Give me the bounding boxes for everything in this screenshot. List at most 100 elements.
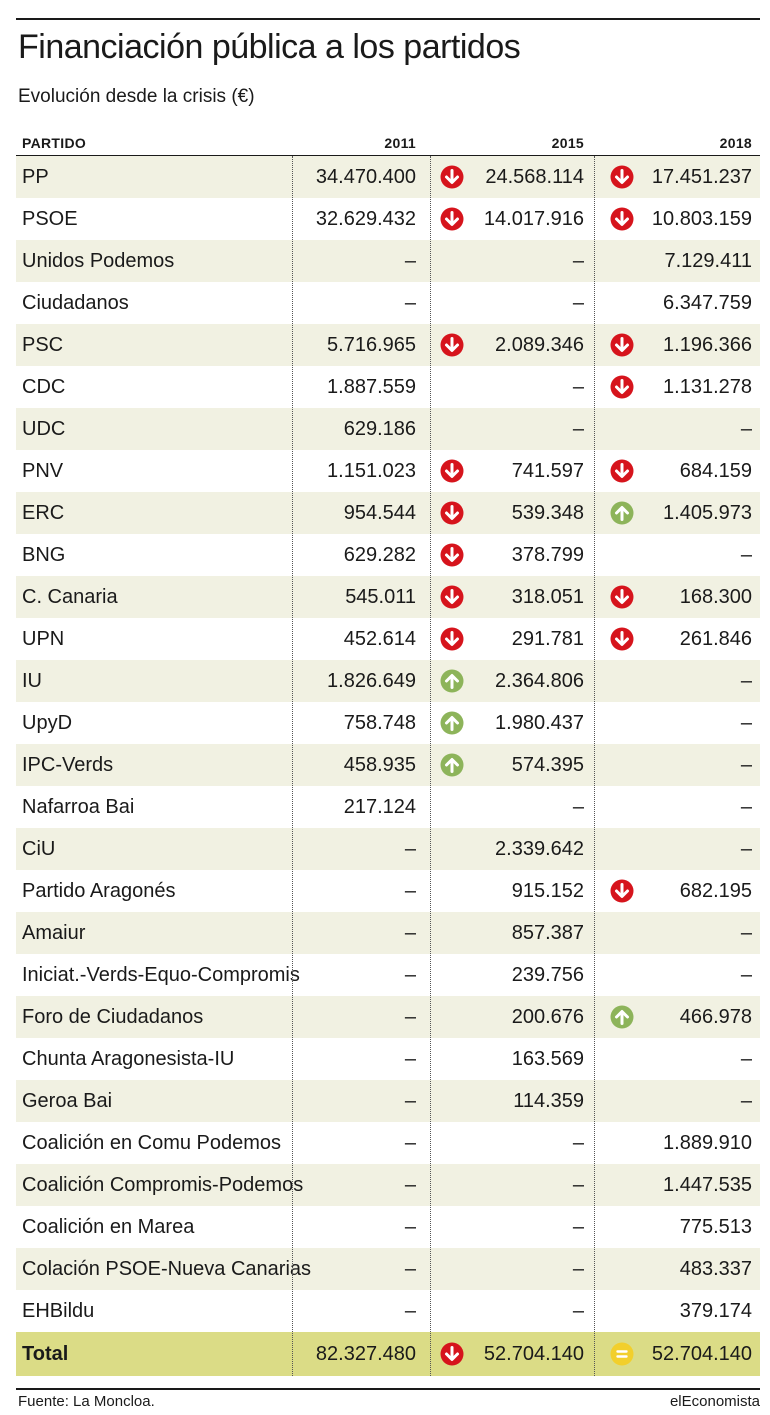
arrow-up-icon [610, 501, 634, 525]
table-row: Coalición en Comu Podemos – – 1.889.910 [16, 1122, 760, 1164]
value-2011: 34.470.400 [315, 165, 416, 188]
table-row: C. Canaria 545.011 318.051 168.300 [16, 576, 760, 618]
value-2015: – [572, 249, 584, 272]
table-header: PARTIDO 2011 2015 2018 [16, 130, 760, 156]
party-name: Amaiur [22, 921, 86, 944]
party-name: Geroa Bai [22, 1089, 113, 1112]
value-2015: 2.089.346 [495, 333, 584, 356]
value-2015: – [572, 1131, 584, 1154]
party-name: Total [22, 1342, 69, 1365]
value-2018: 52.704.140 [651, 1342, 752, 1365]
arrow-up-icon [440, 753, 464, 777]
arrow-down-icon [440, 333, 464, 357]
party-name: Chunta Aragonesista-IU [22, 1047, 235, 1070]
arrow-down-icon [610, 627, 634, 651]
value-2011: – [404, 921, 416, 944]
value-2015: 24.568.114 [485, 165, 584, 188]
value-2018: 684.159 [679, 459, 752, 482]
value-2015: 857.387 [511, 921, 584, 944]
party-name: Foro de Ciudadanos [22, 1005, 204, 1028]
table-row: Coalición Compromis-Podemos – – 1.447.535 [16, 1164, 760, 1206]
value-2018: 168.300 [679, 585, 752, 608]
arrow-down-icon [610, 585, 634, 609]
party-name: Partido Aragonés [22, 879, 176, 902]
value-2011: – [404, 1215, 416, 1238]
arrow-down-icon [610, 459, 634, 483]
value-2018: – [740, 669, 752, 692]
value-2011: – [404, 1257, 416, 1280]
table-row: UDC 629.186 – – [16, 408, 760, 450]
value-2011: – [404, 963, 416, 986]
value-2018: 775.513 [679, 1215, 752, 1238]
value-2011: – [404, 1047, 416, 1070]
arrow-down-icon [440, 207, 464, 231]
party-name: PSC [22, 333, 64, 356]
value-2015: – [572, 375, 584, 398]
party-name: UpyD [22, 711, 73, 734]
value-2018: – [740, 921, 752, 944]
table-row: PP 34.470.400 24.568.114 17.451.237 [16, 156, 760, 198]
table-row: Ciudadanos – – 6.347.759 [16, 282, 760, 324]
arrow-up-icon [440, 711, 464, 735]
value-2018: – [740, 711, 752, 734]
value-2015: 2.364.806 [495, 669, 584, 692]
party-name: IU [22, 669, 42, 692]
party-name: Unidos Podemos [22, 249, 175, 272]
value-2015: 318.051 [511, 585, 584, 608]
value-2018: 6.347.759 [663, 291, 752, 314]
arrow-down-icon [440, 627, 464, 651]
table-row: PSC 5.716.965 2.089.346 1.196.366 [16, 324, 760, 366]
column-divider [594, 156, 595, 1376]
table-row: Chunta Aragonesista-IU – 163.569 – [16, 1038, 760, 1080]
value-2018: 1.447.535 [663, 1173, 752, 1196]
table-body: PP 34.470.400 24.568.114 17.451.237 PSOE 32.6… [16, 156, 760, 1376]
value-2018: – [740, 1047, 752, 1070]
column-divider [430, 156, 431, 1376]
party-name: Iniciat.-Verds-Equo-Compromis [22, 963, 300, 986]
value-2015: 378.799 [511, 543, 584, 566]
table-row: Colación PSOE-Nueva Canarias – – 483.337 [16, 1248, 760, 1290]
table-row: UpyD 758.748 1.980.437 – [16, 702, 760, 744]
party-name: Coalición en Comu Podemos [22, 1131, 282, 1154]
value-2015: – [572, 417, 584, 440]
arrow-down-icon [440, 501, 464, 525]
arrow-down-icon [610, 375, 634, 399]
party-name: PP [22, 165, 49, 188]
value-2018: 17.451.237 [651, 165, 752, 188]
value-2015: 539.348 [511, 501, 584, 524]
table-row: IPC-Verds 458.935 574.395 – [16, 744, 760, 786]
table-row: Unidos Podemos – – 7.129.411 [16, 240, 760, 282]
brand-logo-text: elEconomista [669, 1393, 760, 1410]
value-2018: 1.889.910 [663, 1131, 752, 1154]
chart-subtitle: Evolución desde la crisis (€) [18, 86, 255, 107]
value-2011: 545.011 [345, 585, 416, 608]
equal-icon [610, 1342, 634, 1366]
value-2015: 163.569 [511, 1047, 584, 1070]
value-2018: – [740, 753, 752, 776]
table-row: CDC 1.887.559 – 1.131.278 [16, 366, 760, 408]
party-name: PSOE [22, 207, 78, 230]
header-2011: 2011 [384, 135, 416, 151]
funding-table: PARTIDO 2011 2015 2018 PP 34.470.400 24.56… [16, 130, 760, 1376]
arrow-down-icon [610, 333, 634, 357]
table-row: ERC 954.544 539.348 1.405.973 [16, 492, 760, 534]
table-row: EHBildu – – 379.174 [16, 1290, 760, 1332]
table-row: Coalición en Marea – – 775.513 [16, 1206, 760, 1248]
party-name: UDC [22, 417, 66, 440]
party-name: Coalición en Marea [22, 1215, 195, 1238]
value-2018: 1.196.366 [663, 333, 752, 356]
value-2015: 200.676 [511, 1005, 584, 1028]
party-name: CDC [22, 375, 66, 398]
party-name: Colación PSOE-Nueva Canarias [22, 1257, 312, 1280]
table-row: IU 1.826.649 2.364.806 – [16, 660, 760, 702]
table-row: Foro de Ciudadanos – 200.676 466.978 [16, 996, 760, 1038]
value-2011: – [404, 1089, 416, 1112]
value-2015: 52.704.140 [483, 1342, 584, 1365]
value-2011: 82.327.480 [315, 1342, 416, 1365]
value-2011: 1.151.023 [327, 459, 416, 482]
table-row: PSOE 32.629.432 14.017.916 10.803.159 [16, 198, 760, 240]
value-2015: – [572, 291, 584, 314]
value-2011: 5.716.965 [327, 333, 416, 356]
table-row: UPN 452.614 291.781 261.846 [16, 618, 760, 660]
party-name: Coalición Compromis-Podemos [22, 1173, 304, 1196]
